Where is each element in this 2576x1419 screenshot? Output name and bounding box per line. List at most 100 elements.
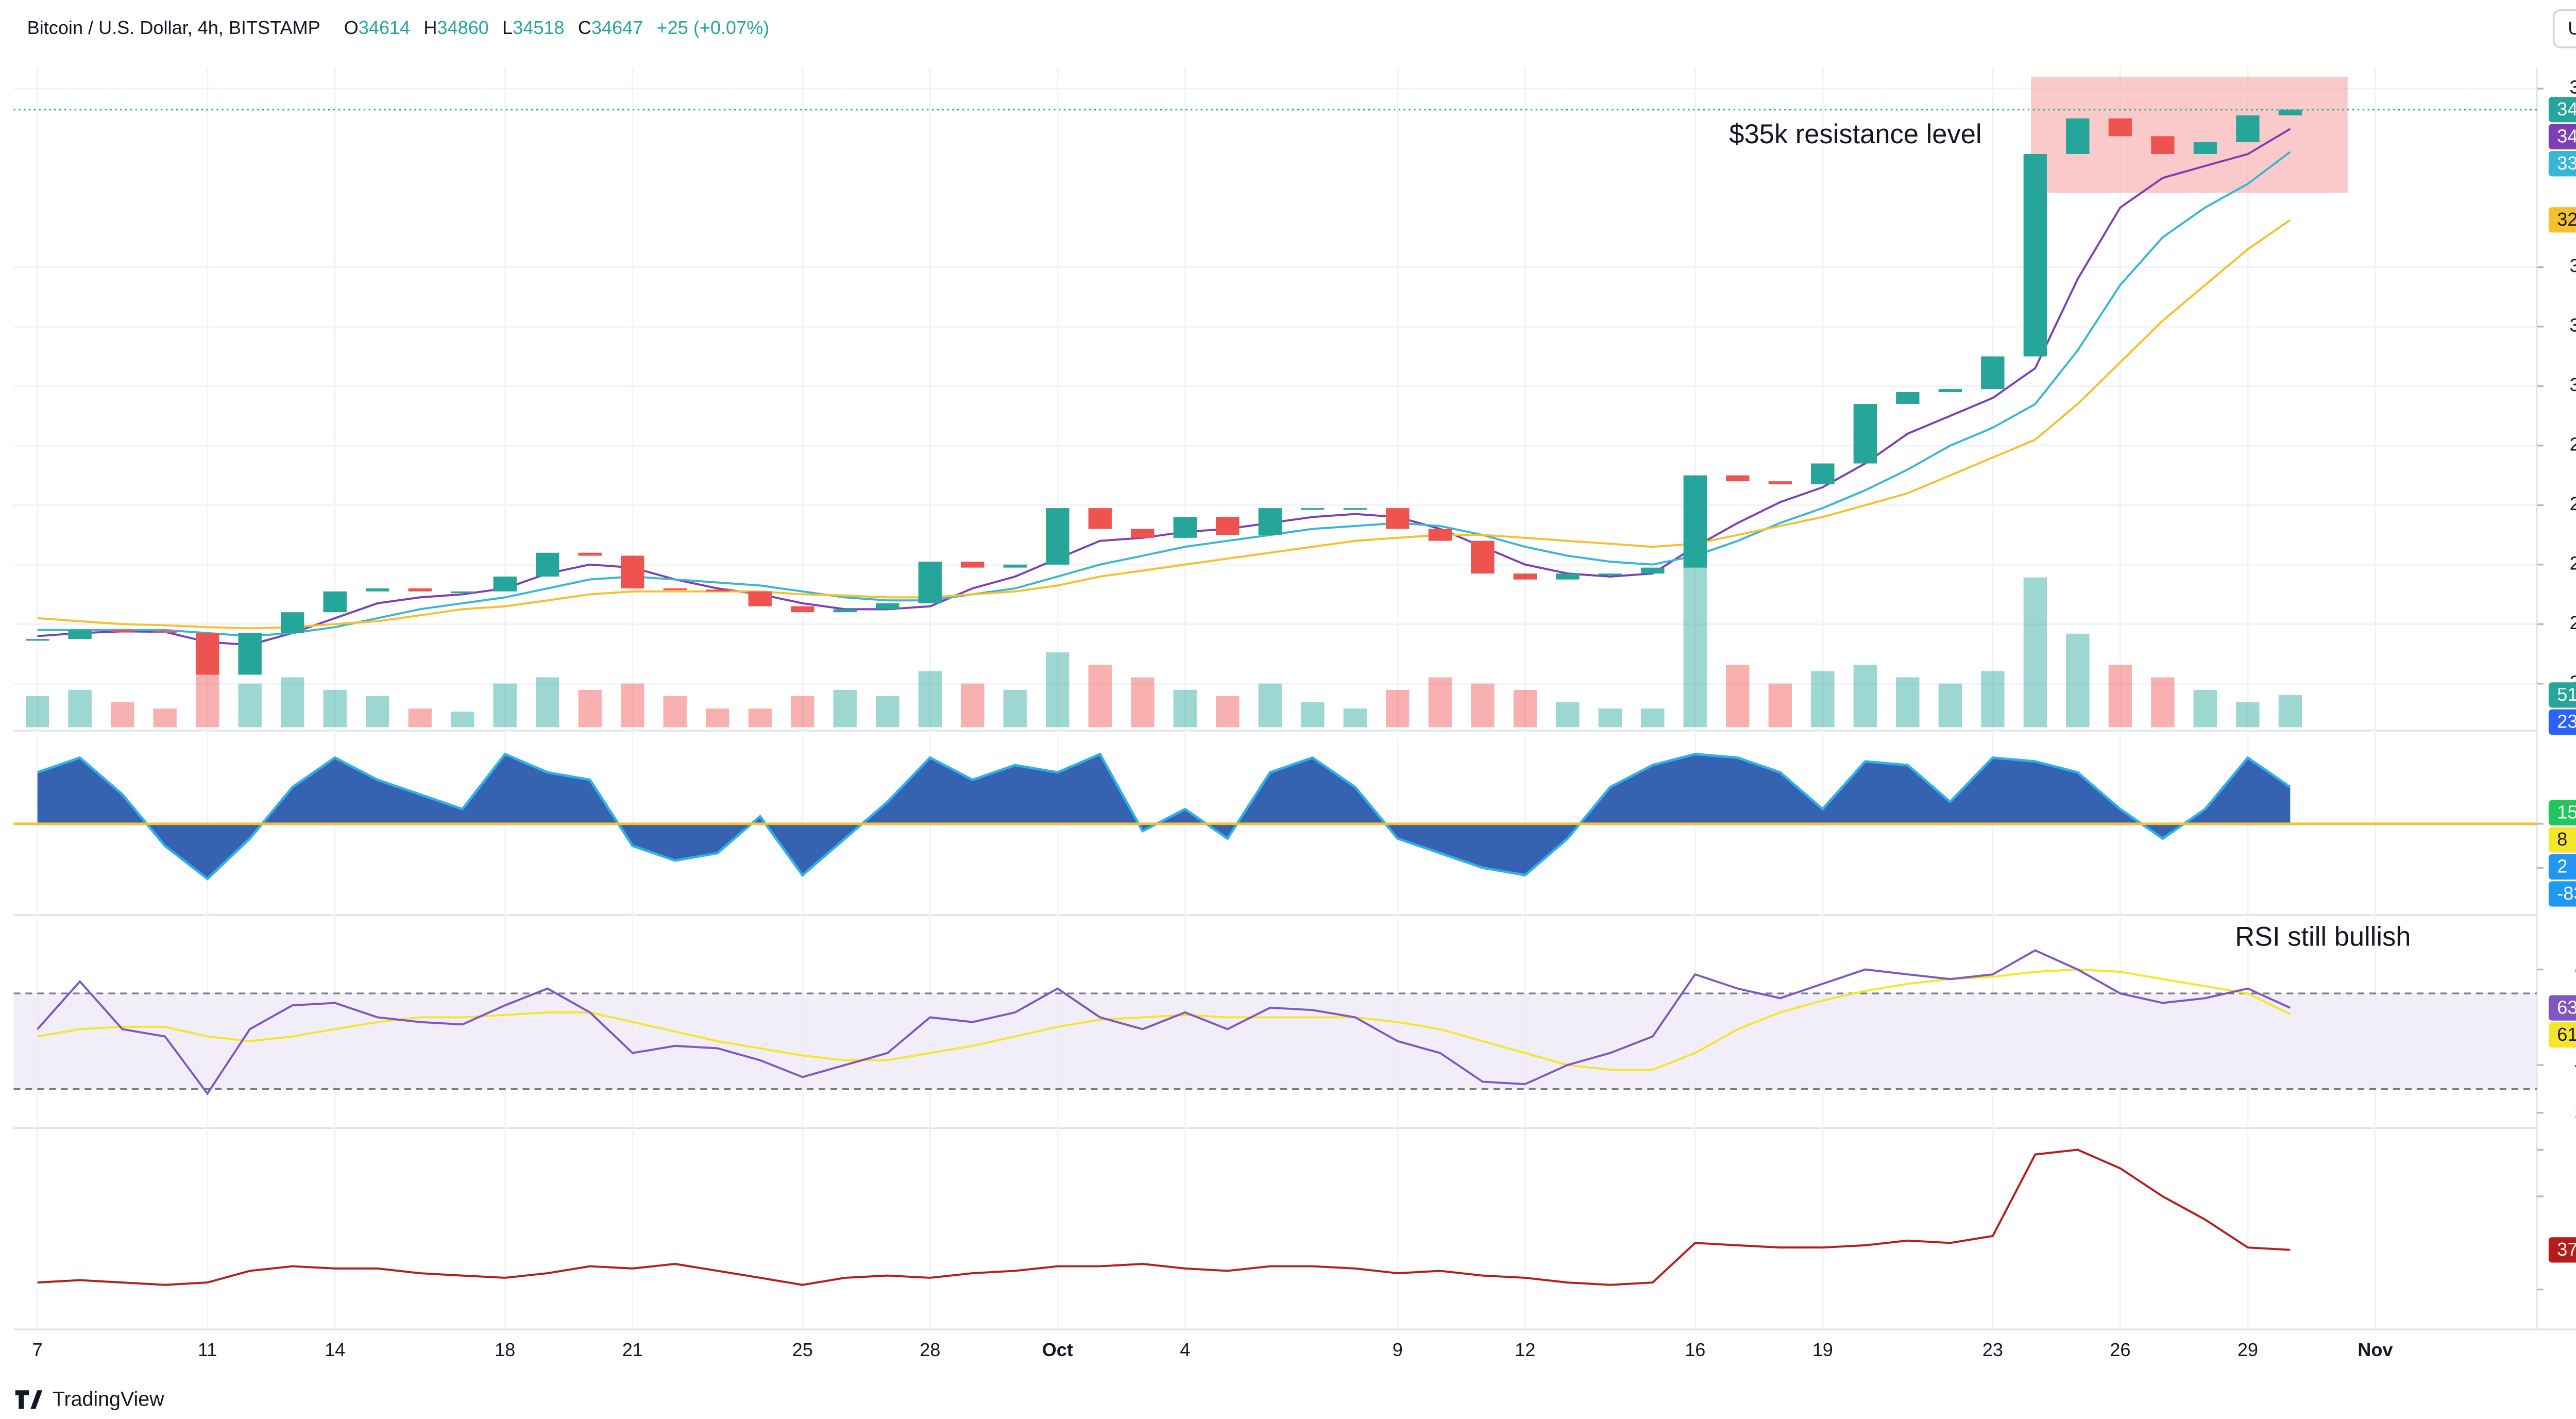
- value-badge: [2548, 207, 2576, 233]
- value-badge: [2548, 151, 2576, 177]
- header: Bitcoin / U.S. Dollar, 4h, BITSTAMP O3461…: [27, 16, 770, 38]
- y-tick-label: 32000: [2570, 255, 2576, 276]
- x-tick-label: 25: [792, 1339, 813, 1360]
- candle: [2278, 109, 2302, 115]
- volume-bar: [2108, 665, 2132, 728]
- volume-bar: [238, 683, 262, 728]
- candle: [1726, 475, 1750, 482]
- value-badge-label: 33937: [2557, 153, 2576, 174]
- candle: [1471, 540, 1495, 574]
- candle: [876, 603, 900, 610]
- candle: [1556, 573, 1580, 580]
- change: +25 (+0.07%): [656, 16, 769, 38]
- value-badge-label: -83: [2557, 883, 2576, 904]
- volume-bar: [1343, 708, 1367, 728]
- ohlc-value: 34614: [359, 16, 410, 38]
- candle: [1768, 481, 1792, 484]
- y-tick-label: 40.00: [2575, 1053, 2576, 1074]
- candle: [1301, 508, 1325, 510]
- value-badge-label: 2: [2557, 856, 2567, 877]
- volume-bar: [1556, 702, 1580, 728]
- candle: [153, 631, 177, 633]
- rsi-band: [13, 993, 2537, 1089]
- x-tick-label: 7: [32, 1339, 43, 1360]
- volume-bar: [2278, 695, 2302, 728]
- annotation: $35k resistance level: [1729, 119, 1981, 149]
- annotation: RSI still bullish: [2235, 921, 2411, 952]
- x-tick-label: 19: [1812, 1339, 1833, 1360]
- candle: [1598, 573, 1622, 576]
- candle: [706, 589, 730, 592]
- candle: [748, 591, 772, 606]
- volume-bar: [1641, 708, 1665, 728]
- candle: [1386, 508, 1410, 529]
- candle: [578, 552, 602, 556]
- value-badge-label: 32794: [2557, 209, 2576, 230]
- volume-bar: [1683, 552, 1707, 728]
- volume-bar: [195, 671, 219, 728]
- volume-bar: [1216, 696, 1240, 728]
- candle: [1641, 567, 1665, 574]
- ohlc-label: C: [578, 16, 591, 38]
- rsi-ma: [37, 968, 2291, 1071]
- x-tick-label: 18: [495, 1339, 515, 1360]
- value-badge-label: 61.29: [2557, 1024, 2576, 1045]
- volume-bar: [1301, 702, 1325, 728]
- volume-bar: [706, 708, 730, 728]
- volume-bar: [1386, 689, 1410, 728]
- logo-icon: [15, 1390, 43, 1409]
- volume-bar: [323, 689, 347, 728]
- volume-bar: [1131, 677, 1155, 728]
- candle: [1173, 517, 1197, 538]
- y-tick-label: 26000: [2570, 612, 2576, 633]
- x-tick-label: 4: [1180, 1339, 1190, 1360]
- currency[interactable]: USD: [2568, 18, 2576, 39]
- volume-bar: [1046, 652, 1070, 728]
- volume-bar: [2151, 677, 2175, 728]
- candle: [408, 588, 432, 592]
- volume-bar: [110, 702, 134, 728]
- candle: [2236, 115, 2260, 142]
- oscillator-line: [37, 752, 2291, 881]
- candle: [1088, 508, 1112, 529]
- volume-bar: [578, 689, 602, 728]
- candle: [961, 562, 985, 568]
- volume-bar: [25, 696, 49, 728]
- volume-bar: [450, 712, 474, 728]
- candle: [621, 555, 645, 589]
- value-badge-label: 34322: [2557, 125, 2576, 146]
- y-tick-label: 27000: [2570, 552, 2576, 573]
- symbol-title: Bitcoin / U.S. Dollar, 4h, BITSTAMP: [27, 16, 320, 38]
- volume-bar: [153, 708, 177, 728]
- y-tick-label: 29000: [2570, 433, 2576, 454]
- volume-bar: [2023, 577, 2047, 728]
- volume-bar: [2066, 633, 2090, 728]
- volume-bar: [68, 689, 92, 728]
- ohlc-label: L: [502, 16, 513, 38]
- currency-button[interactable]: [2553, 9, 2576, 48]
- candle: [1938, 389, 1962, 392]
- candle: [493, 576, 517, 592]
- value-badge-label: 34647: [2557, 98, 2576, 120]
- candle: [791, 606, 815, 613]
- volume-bar: [365, 696, 389, 728]
- volume-bar: [833, 689, 857, 728]
- volume-bar: [1003, 689, 1027, 728]
- x-tick-label: 21: [622, 1339, 643, 1360]
- candle: [1131, 529, 1155, 538]
- x-tick-label: 16: [1685, 1339, 1705, 1360]
- candle: [2066, 118, 2090, 154]
- candle: [1216, 517, 1240, 535]
- value-badge: [2548, 709, 2576, 735]
- volume-bar: [493, 683, 517, 728]
- ohlc-label: O: [344, 16, 359, 38]
- y-tick-label: 35000: [2570, 76, 2576, 97]
- volume-bar: [1938, 683, 1962, 728]
- volume-bar: [748, 708, 772, 728]
- x-tick-label: 9: [1393, 1339, 1403, 1360]
- value-badge-label: 517: [2557, 684, 2576, 705]
- volume-bar: [2236, 702, 2260, 728]
- volume-bar: [876, 696, 900, 728]
- y-tick-label: 30000: [2570, 374, 2576, 395]
- value-badge-label: 8: [2557, 829, 2567, 850]
